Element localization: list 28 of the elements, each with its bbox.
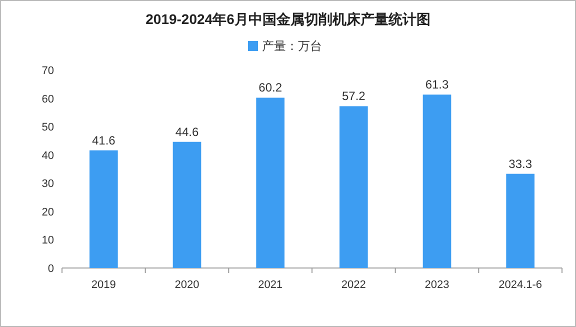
y-tick-label: 0 — [48, 263, 54, 275]
y-tick-label: 20 — [42, 206, 54, 218]
bar — [90, 150, 118, 268]
x-tick-label: 2024.1-6 — [498, 279, 542, 291]
y-tick-label: 10 — [42, 234, 54, 247]
chart-title: 2019-2024年6月中国金属切削机床产量统计图 — [146, 11, 430, 27]
bar — [422, 94, 452, 268]
bar — [506, 174, 534, 268]
x-tick-label: 2019 — [91, 279, 116, 291]
bar — [172, 142, 202, 268]
legend-label: 产量：万台 — [262, 39, 322, 53]
bar — [340, 106, 368, 268]
y-tick-label: 70 — [42, 65, 54, 77]
data-label: 33.3 — [508, 156, 532, 171]
data-label: 44.6 — [175, 124, 199, 139]
data-label: 41.6 — [92, 133, 116, 148]
bar — [256, 98, 284, 268]
y-tick-label: 30 — [42, 178, 54, 190]
x-tick-label: 2022 — [341, 279, 366, 291]
y-tick-label: 60 — [42, 93, 54, 106]
data-label: 60.2 — [258, 80, 282, 95]
data-label: 57.2 — [342, 89, 366, 104]
data-label: 61.3 — [425, 78, 449, 92]
y-tick-label: 50 — [42, 122, 54, 134]
x-tick-label: 2023 — [424, 279, 450, 291]
x-tick-label: 2021 — [258, 279, 283, 291]
y-tick-label: 40 — [42, 150, 54, 162]
x-tick-label: 2020 — [174, 279, 200, 291]
